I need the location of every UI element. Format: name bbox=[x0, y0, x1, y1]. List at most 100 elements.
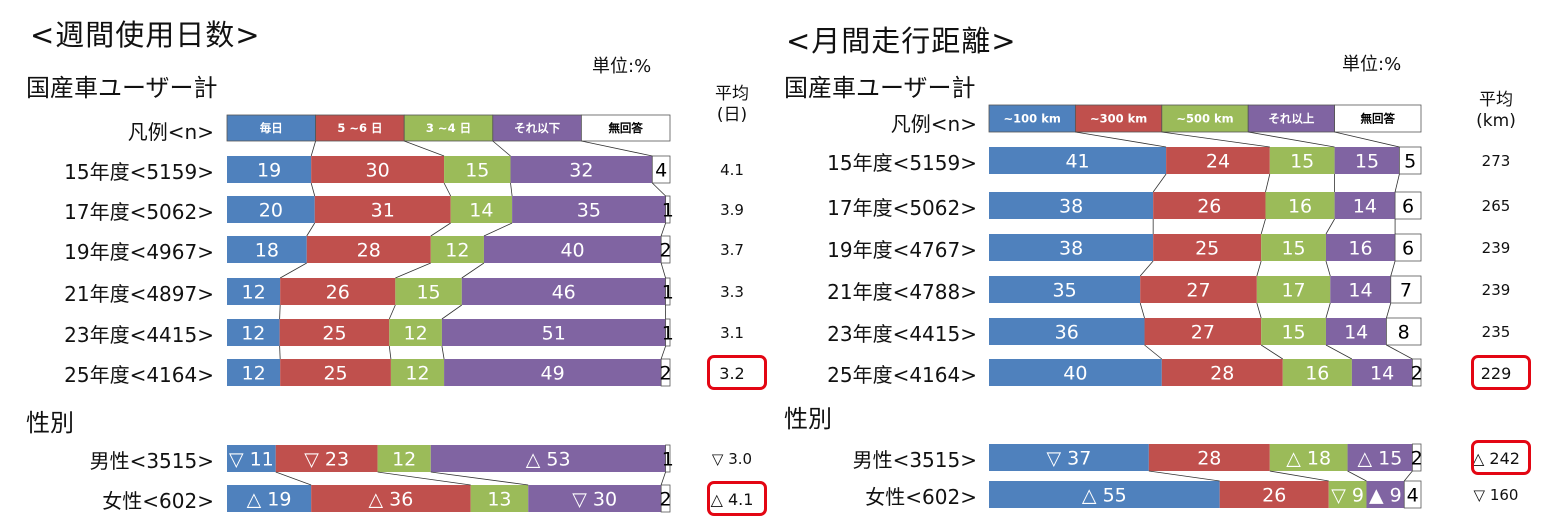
legend-entry-label: それ以上 bbox=[1268, 112, 1314, 126]
connector-line bbox=[388, 304, 396, 320]
bar-value-label: 4 bbox=[655, 160, 667, 182]
bar-segment bbox=[1140, 276, 1257, 303]
bar-value-label: 14 bbox=[469, 200, 493, 222]
bar-segment bbox=[989, 359, 1162, 386]
legend-entry-label: ~300 km bbox=[1090, 112, 1147, 126]
bar-segment bbox=[390, 359, 445, 386]
bar-segment bbox=[227, 156, 312, 183]
connector-line bbox=[1148, 470, 1220, 482]
bar-value-label: △ 18 bbox=[1286, 448, 1331, 470]
bar-segment bbox=[660, 484, 671, 513]
bar-value-label: 2 bbox=[1411, 363, 1423, 385]
bar-segment bbox=[1325, 318, 1387, 345]
bar-value-label: 16 bbox=[1348, 238, 1372, 260]
bar-segment bbox=[1256, 276, 1331, 303]
bar-value-label: 15 bbox=[416, 282, 440, 304]
bar-segment bbox=[227, 236, 307, 263]
bar-segment bbox=[280, 278, 396, 305]
connector-line bbox=[430, 471, 529, 486]
bar-segment bbox=[461, 278, 666, 305]
bar-value-label: 14 bbox=[1370, 363, 1394, 385]
bar-value-label: 20 bbox=[259, 200, 283, 222]
row-label: 15年度<5159> bbox=[64, 160, 214, 184]
unit-label: 単位:% bbox=[1342, 54, 1402, 75]
bar-segment bbox=[227, 278, 281, 305]
bar-segment bbox=[1403, 480, 1422, 509]
average-value: △ 4.1 bbox=[710, 490, 754, 509]
connector-line bbox=[1256, 302, 1262, 319]
bar-segment bbox=[1347, 444, 1413, 471]
bar-value-label: △ 36 bbox=[368, 489, 413, 511]
bar-value-label: 26 bbox=[1197, 196, 1221, 218]
bar-value-label: 1 bbox=[662, 323, 674, 345]
row-label: 女性<602> bbox=[102, 489, 214, 513]
bar-segment bbox=[1269, 444, 1348, 471]
connector-line bbox=[1260, 218, 1266, 235]
bar-segment bbox=[1411, 443, 1422, 472]
connector-line bbox=[1325, 344, 1353, 360]
bar-value-label: ▽ 9 bbox=[1331, 485, 1364, 507]
legend-swatch bbox=[581, 114, 671, 142]
bar-value-label: 16 bbox=[1305, 363, 1329, 385]
bar-segment bbox=[1219, 481, 1329, 508]
connector-line bbox=[441, 304, 463, 320]
bar-value-label: 1 bbox=[662, 200, 674, 222]
connector-line bbox=[1161, 131, 1270, 148]
bar-value-label: 30 bbox=[366, 160, 390, 182]
legend-swatch bbox=[1074, 104, 1163, 133]
bar-value-label: 2 bbox=[1411, 448, 1423, 470]
chart-title: <週間使用日数> bbox=[30, 18, 261, 52]
bar-segment bbox=[1144, 318, 1262, 345]
bar-value-label: 38 bbox=[1059, 196, 1083, 218]
bar-value-label: 38 bbox=[1059, 238, 1083, 260]
connector-line bbox=[404, 140, 445, 157]
legend-swatch bbox=[226, 114, 316, 142]
average-value: 265 bbox=[1481, 197, 1511, 215]
bar-segment bbox=[395, 278, 462, 305]
section-heading-gender: 性別 bbox=[26, 409, 74, 437]
bar-segment bbox=[989, 234, 1154, 261]
connector-line bbox=[581, 140, 653, 157]
legend-entry-label: 3 ~4 日 bbox=[426, 121, 471, 135]
connector-line bbox=[461, 262, 485, 279]
bar-segment bbox=[227, 319, 280, 346]
bar-segment bbox=[1166, 147, 1270, 174]
bar-segment bbox=[227, 359, 281, 386]
row-label: 男性<3515> bbox=[89, 449, 214, 473]
bar-value-label: 35 bbox=[577, 200, 601, 222]
bar-value-label: 7 bbox=[1400, 280, 1412, 302]
connector-line bbox=[483, 222, 513, 237]
connector-line bbox=[430, 222, 451, 237]
bar-value-label: ▽ 11 bbox=[229, 449, 274, 471]
average-value: 3.2 bbox=[719, 364, 745, 383]
connector-line bbox=[1152, 173, 1167, 193]
connector-line bbox=[1075, 131, 1167, 148]
connector-line bbox=[1347, 470, 1367, 482]
chart-title: <月間走行距離> bbox=[786, 24, 1017, 58]
bar-value-label: ▽ 30 bbox=[572, 489, 617, 511]
connector-line bbox=[660, 471, 666, 486]
bar-segment bbox=[989, 147, 1167, 174]
bar-segment bbox=[1334, 147, 1400, 174]
average-value: ▽ 160 bbox=[1473, 486, 1519, 504]
average-header: 平均 (日) bbox=[700, 84, 764, 126]
legend-label: 凡例<n> bbox=[127, 120, 214, 144]
connector-line bbox=[310, 140, 316, 157]
connector-line bbox=[279, 345, 281, 360]
legend-swatch bbox=[1247, 104, 1336, 133]
bar-value-label: 15 bbox=[1355, 151, 1379, 173]
average-value: 3.9 bbox=[720, 201, 744, 219]
bar-segment bbox=[1330, 276, 1391, 303]
section-heading-gender: 性別 bbox=[784, 405, 832, 433]
bar-value-label: 17 bbox=[1281, 280, 1305, 302]
bar-segment bbox=[275, 445, 378, 472]
connector-line bbox=[388, 345, 392, 360]
bar-value-label: 36 bbox=[1055, 322, 1079, 344]
highlight-box bbox=[707, 481, 767, 516]
connector-line bbox=[1269, 470, 1329, 482]
monthly-distance-panel: <月間走行距離> 単位:% 国産車ユーザー計 平均 (km) 凡例<n> 性別 … bbox=[780, 0, 1550, 530]
bar-value-label: 25 bbox=[322, 323, 346, 345]
connector-line bbox=[1248, 131, 1335, 148]
connector-line bbox=[1386, 302, 1392, 319]
highlight-box bbox=[1471, 440, 1531, 475]
